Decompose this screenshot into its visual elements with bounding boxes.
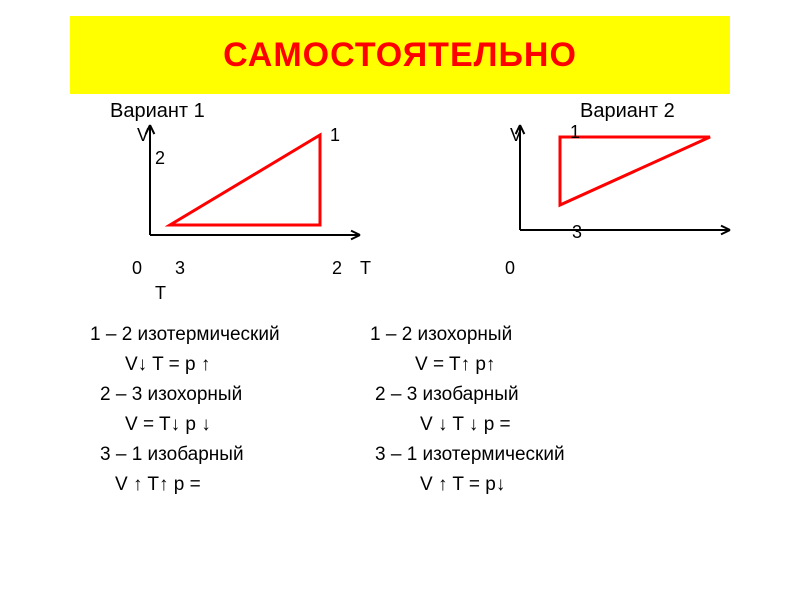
v2-proc2-seg: 2 – 3 изобарный bbox=[375, 380, 519, 410]
chart1-y-label: V bbox=[137, 125, 149, 146]
chart2-point1-label: 1 bbox=[570, 122, 580, 143]
chart-variant1 bbox=[130, 125, 390, 275]
chart2-point3-label: 3 bbox=[572, 222, 582, 243]
v2-proc2-vars: V ↓ T ↓ p = bbox=[420, 410, 511, 440]
chart1-point2-label: 2 bbox=[155, 148, 165, 169]
slide-title: САМОСТОЯТЕЛЬНО bbox=[223, 36, 577, 75]
v1-proc2-seg: 2 – 3 изохорный bbox=[100, 380, 242, 410]
v2-proc1-seg: 1 – 2 изохорный bbox=[370, 320, 512, 350]
chart1-point1-label: 1 bbox=[330, 125, 340, 146]
variant2-heading: Вариант 2 bbox=[580, 100, 675, 123]
v2-proc3-seg: 3 – 1 изотермический bbox=[375, 440, 565, 470]
v1-proc1-seg: 1 – 2 изотермический bbox=[90, 320, 280, 350]
v1-proc3-vars: V ↑ T↑ p = bbox=[115, 470, 201, 500]
v1-proc3-seg: 3 – 1 изобарный bbox=[100, 440, 244, 470]
v2-proc3-vars: V ↑ T = p↓ bbox=[420, 470, 505, 500]
v1-proc2-vars: V = T↓ p ↓ bbox=[125, 410, 211, 440]
chart1-x-label-inline: T bbox=[360, 258, 371, 279]
chart1-origin-label: 0 bbox=[132, 258, 142, 279]
variant1-heading: Вариант 1 bbox=[110, 100, 205, 123]
chart-variant2 bbox=[500, 125, 760, 275]
chart2-y-label: V bbox=[510, 125, 522, 146]
v2-proc1-vars: V = T↑ p↑ bbox=[415, 350, 495, 380]
chart2-origin-label: 0 bbox=[505, 258, 515, 279]
title-band: САМОСТОЯТЕЛЬНО bbox=[70, 16, 730, 94]
chart1-point3-label: 3 bbox=[175, 258, 185, 279]
chart1-point2-x: 2 bbox=[332, 258, 342, 279]
v1-proc1-vars: V↓ T = p ↑ bbox=[125, 350, 210, 380]
chart1-x-label: T bbox=[155, 283, 166, 304]
